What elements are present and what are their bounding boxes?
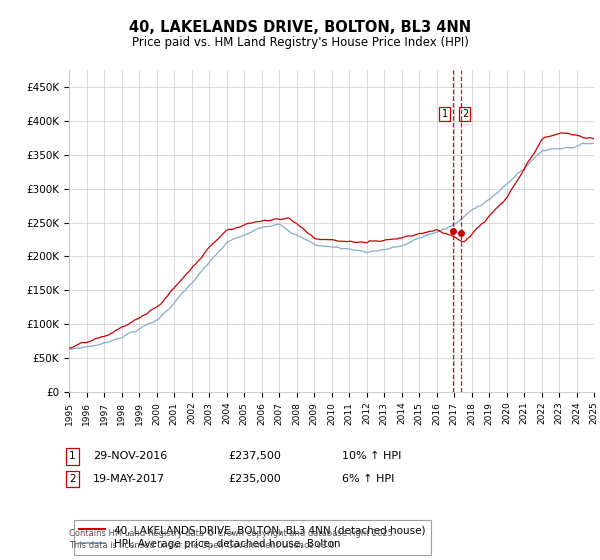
Text: Contains HM Land Registry data © Crown copyright and database right 2025.
This d: Contains HM Land Registry data © Crown c… xyxy=(69,529,395,550)
Text: 10% ↑ HPI: 10% ↑ HPI xyxy=(342,451,401,461)
Text: 1: 1 xyxy=(69,451,76,461)
Text: 19-MAY-2017: 19-MAY-2017 xyxy=(93,474,165,484)
Text: 40, LAKELANDS DRIVE, BOLTON, BL3 4NN: 40, LAKELANDS DRIVE, BOLTON, BL3 4NN xyxy=(129,20,471,35)
Text: £235,000: £235,000 xyxy=(228,474,281,484)
Text: 6% ↑ HPI: 6% ↑ HPI xyxy=(342,474,394,484)
Text: 2: 2 xyxy=(462,109,468,119)
Text: 29-NOV-2016: 29-NOV-2016 xyxy=(93,451,167,461)
Text: Price paid vs. HM Land Registry's House Price Index (HPI): Price paid vs. HM Land Registry's House … xyxy=(131,36,469,49)
Text: £237,500: £237,500 xyxy=(228,451,281,461)
Text: 1: 1 xyxy=(442,109,448,119)
Text: 2: 2 xyxy=(69,474,76,484)
Legend: 40, LAKELANDS DRIVE, BOLTON, BL3 4NN (detached house), HPI: Average price, detac: 40, LAKELANDS DRIVE, BOLTON, BL3 4NN (de… xyxy=(74,520,431,554)
